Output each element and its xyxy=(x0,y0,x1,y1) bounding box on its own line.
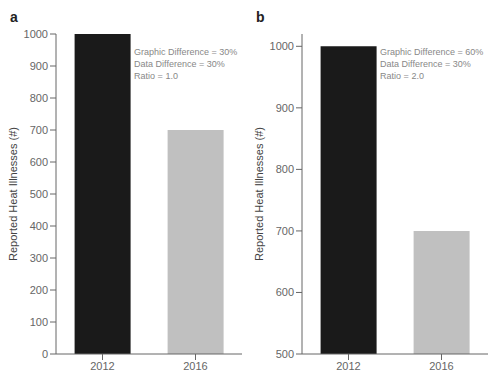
svg-text:2012: 2012 xyxy=(90,360,114,372)
html-text:Graphic Difference = 30% Data: Graphic Difference = 30% Data Difference… xyxy=(134,47,238,81)
svg-text:800: 800 xyxy=(276,163,294,175)
svg-text:400: 400 xyxy=(30,220,48,232)
svg-text:200: 200 xyxy=(30,284,48,296)
svg-text:0: 0 xyxy=(42,348,48,360)
html-text:a: a xyxy=(10,9,18,25)
svg-text:1000: 1000 xyxy=(270,40,294,52)
svg-text:1000: 1000 xyxy=(24,28,48,40)
svg-text:300: 300 xyxy=(30,252,48,264)
html-text:b: b xyxy=(256,9,265,25)
svg-text:900: 900 xyxy=(276,102,294,114)
svg-text:2012: 2012 xyxy=(336,360,360,372)
svg-text:100: 100 xyxy=(30,316,48,328)
svg-text:700: 700 xyxy=(276,225,294,237)
svg-text:500: 500 xyxy=(30,188,48,200)
svg-text:500: 500 xyxy=(276,348,294,360)
svg-text:2016: 2016 xyxy=(429,360,453,372)
html-text:Graphic Difference = 60% Data: Graphic Difference = 60% Data Difference… xyxy=(380,47,484,81)
svg-text:900: 900 xyxy=(30,60,48,72)
svg-text:600: 600 xyxy=(276,286,294,298)
svg-text:800: 800 xyxy=(30,92,48,104)
svg-text:Reported Heat Illnesses (#): Reported Heat Illnesses (#) xyxy=(8,127,19,261)
svg-text:700: 700 xyxy=(30,124,48,136)
svg-text:600: 600 xyxy=(30,156,48,168)
svg-text:2016: 2016 xyxy=(183,360,207,372)
svg-text:Reported Heat Illnesses (#): Reported Heat Illnesses (#) xyxy=(254,127,265,261)
